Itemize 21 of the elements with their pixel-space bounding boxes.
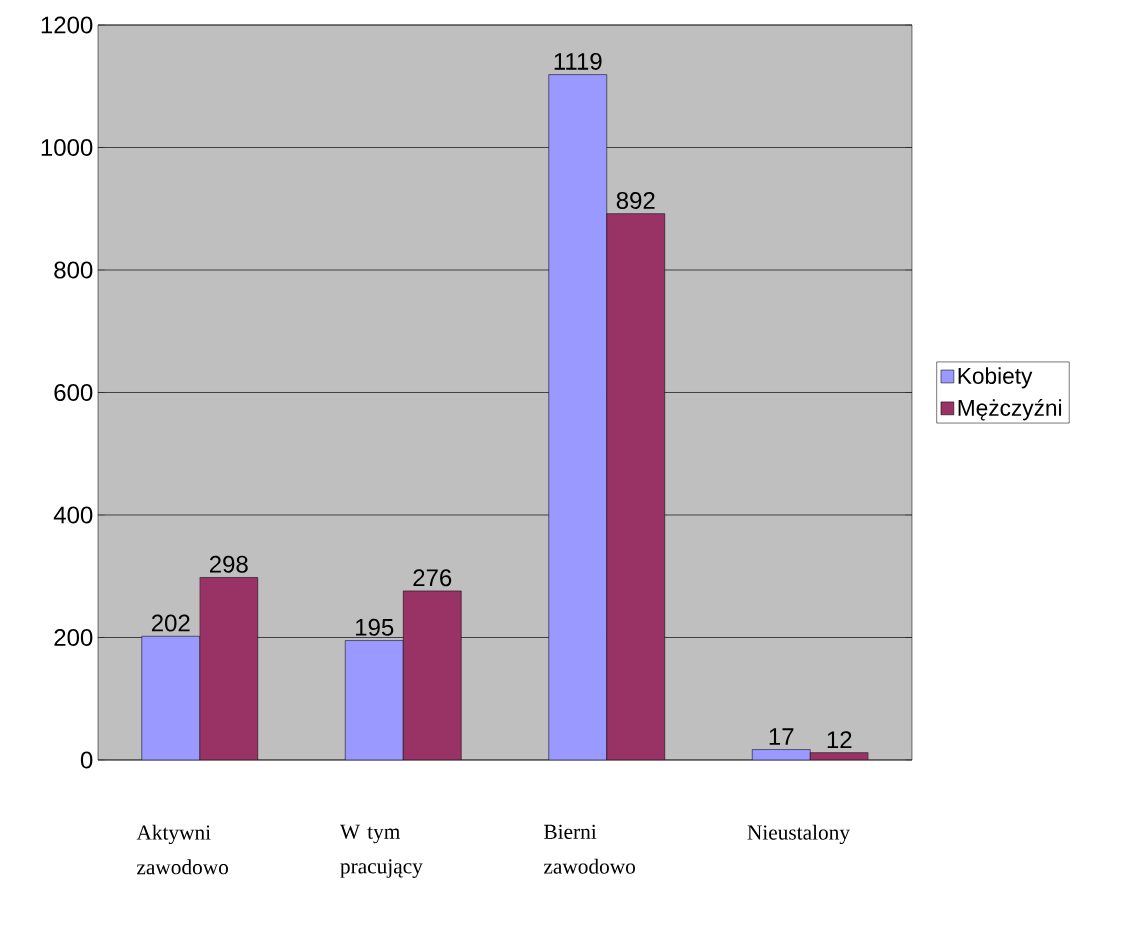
data-label: 12 [827, 731, 852, 748]
legend-label: Mężczyźni [958, 399, 1062, 421]
y-tick-label: 1000 [41, 138, 93, 156]
data-label: 276 [413, 569, 452, 587]
data-label: 298 [209, 555, 248, 573]
data-label: 202 [151, 614, 190, 632]
data-label: 17 [769, 728, 794, 745]
data-label: 195 [356, 618, 394, 636]
y-tick-label: 0 [80, 751, 93, 769]
data-label: 892 [616, 191, 655, 209]
y-tick-label: 1200 [41, 16, 93, 34]
y-tick-label: 400 [53, 506, 93, 524]
x-tick-label: Aktywni zawodowo [136, 824, 229, 875]
data-label: 1119 [554, 52, 602, 70]
y-tick-label: 200 [54, 628, 93, 646]
y-tick-label: 600 [54, 383, 93, 401]
x-tick-label: Nieustalony [747, 824, 850, 845]
legend-label: Kobiety [958, 367, 1033, 389]
y-tick-label: 800 [54, 261, 93, 279]
x-tick-label: W tym pracujący [339, 824, 423, 878]
x-tick-label: Bierni zawodowo [543, 824, 636, 874]
